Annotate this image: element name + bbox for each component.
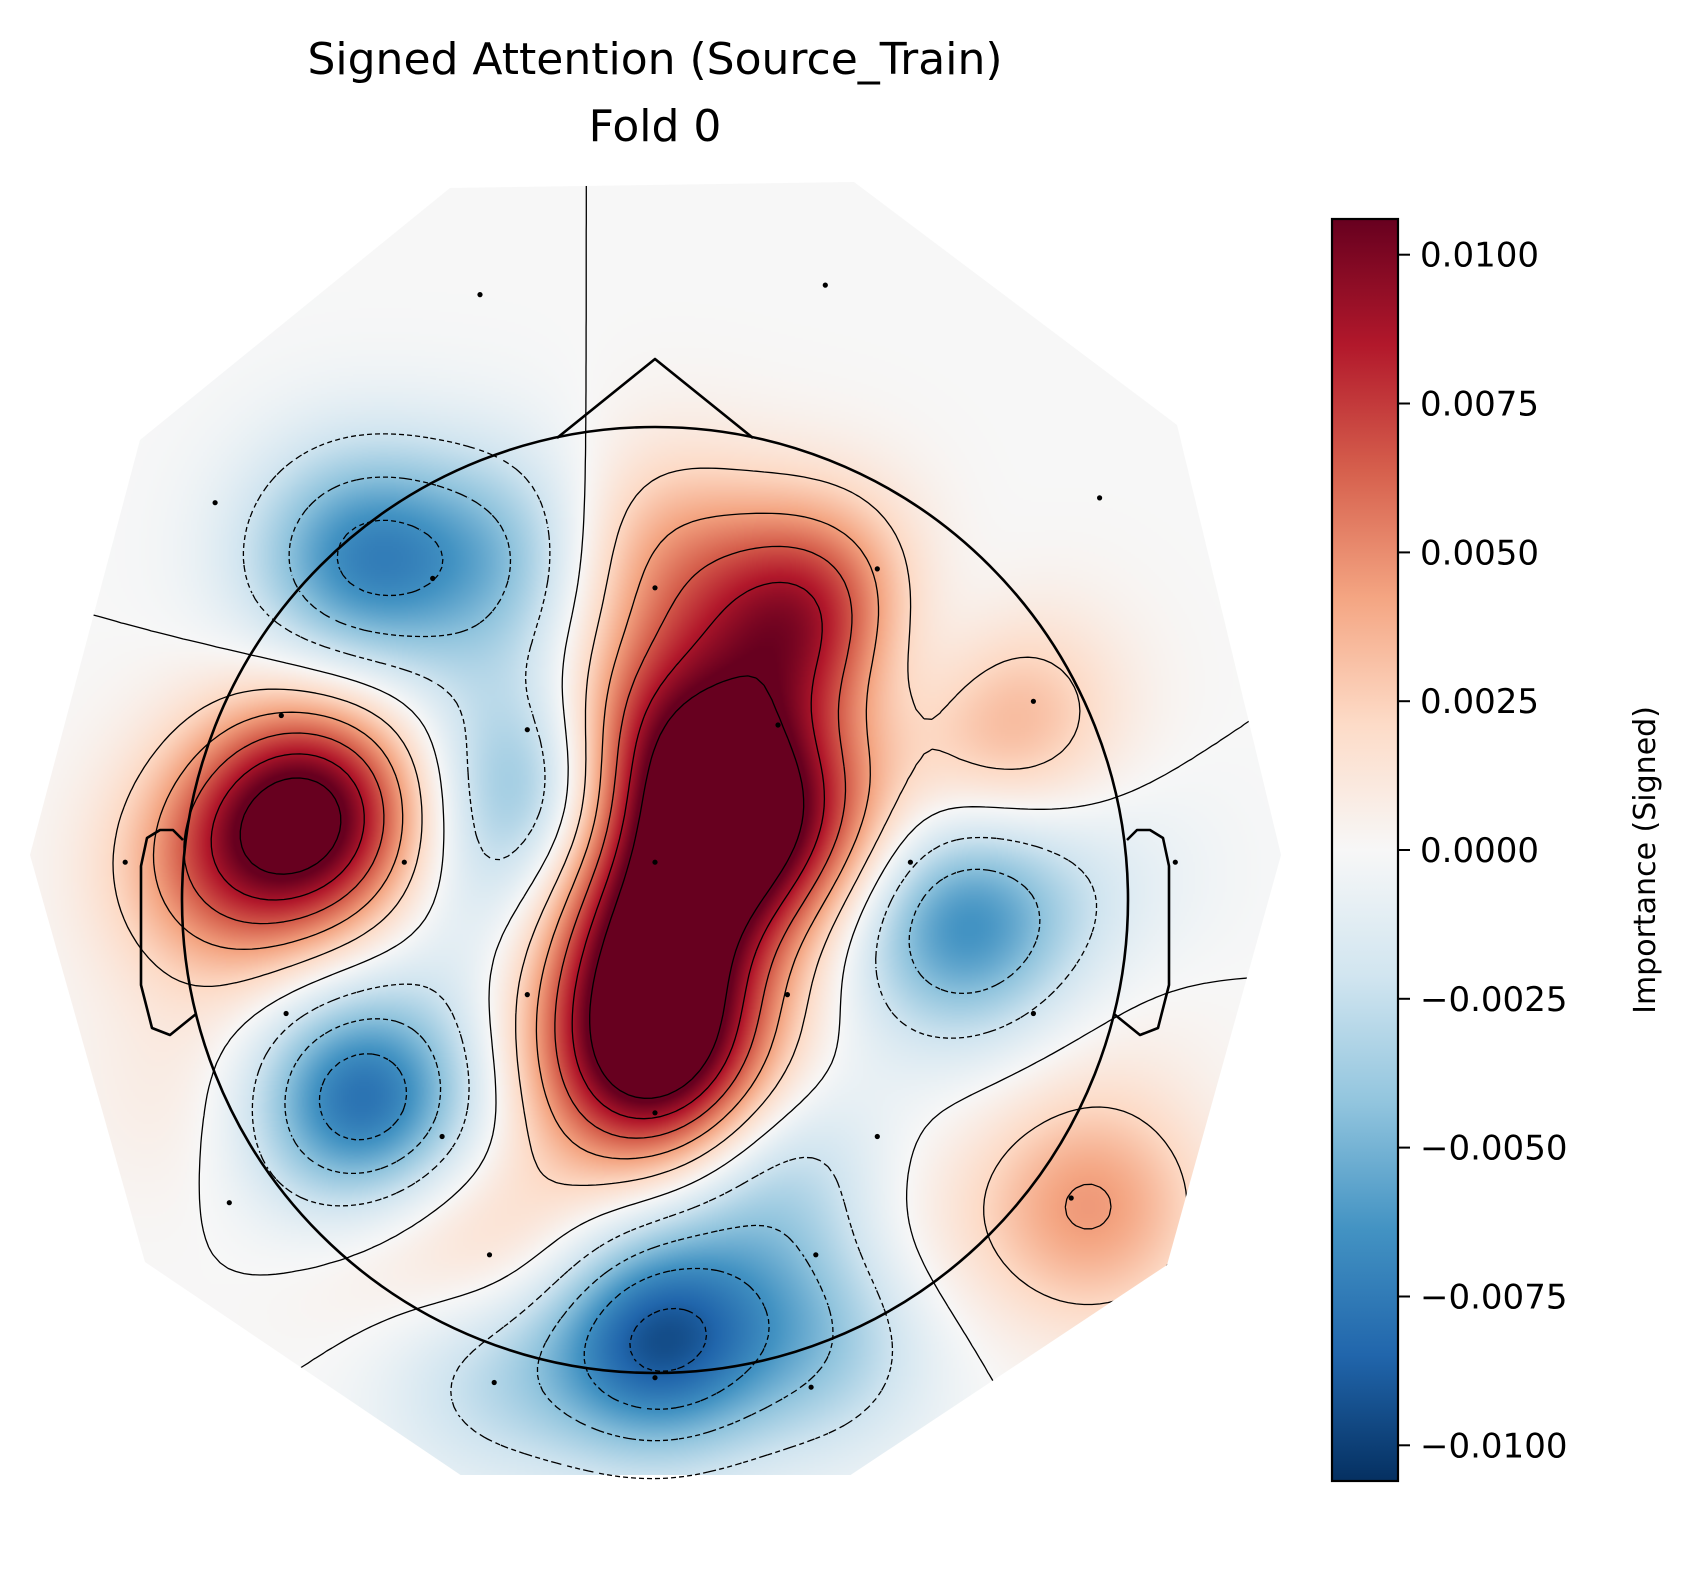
sensor-marker xyxy=(524,727,530,733)
sensor-marker xyxy=(784,992,791,998)
colorbar-tick-label: 0.0075 xyxy=(1420,385,1539,425)
sensor-marker xyxy=(439,1133,445,1140)
topomap xyxy=(30,182,1281,1480)
sensor-marker xyxy=(1030,1010,1036,1017)
chart-subtitle: Fold 0 xyxy=(589,101,722,152)
contour-line xyxy=(242,433,1098,1480)
right-ear-outline xyxy=(1113,828,1171,1037)
contour-line xyxy=(629,1307,708,1372)
sensor-marker xyxy=(874,1133,880,1140)
left-ear-outline xyxy=(139,828,197,1037)
heatmap-surface xyxy=(30,182,1281,1475)
sensor-marker xyxy=(226,1200,232,1206)
colorbar: 0.0100 0.0075 0.0050 0.0025 0.0000 −0.0025 −0.… xyxy=(1330,217,1663,1483)
colorbar-label: Importance (Signed) xyxy=(1628,706,1663,1014)
nose-outline xyxy=(556,357,754,440)
contour-line xyxy=(152,512,1112,1230)
sensor-marker xyxy=(524,992,530,998)
colorbar-tick-label: 0.0025 xyxy=(1420,682,1539,722)
sensor-marker xyxy=(652,1375,658,1381)
contour-line xyxy=(318,519,770,1410)
sensor-markers xyxy=(122,282,1178,1390)
sensor-marker xyxy=(486,1252,493,1258)
sensor-marker xyxy=(401,859,407,865)
colorbar-tick-label: 0.0100 xyxy=(1420,236,1539,276)
sensor-marker xyxy=(1068,1195,1074,1201)
sensor-marker xyxy=(1097,495,1103,501)
colorbar-tick-label: −0.0050 xyxy=(1420,1129,1567,1169)
contour-lines xyxy=(30,182,1281,1480)
contour-line xyxy=(284,476,1041,1442)
sensor-marker xyxy=(652,1110,658,1116)
sensor-marker xyxy=(813,1252,819,1258)
chart-title: Signed Attention (Source_Train) xyxy=(307,34,1002,85)
contour-line xyxy=(210,581,826,1120)
sensor-marker xyxy=(430,575,436,582)
contour-line xyxy=(239,675,805,1099)
colorbar-gradient xyxy=(1330,217,1400,1483)
sensor-marker xyxy=(122,859,128,865)
colorbar-ticks: 0.0100 0.0075 0.0050 0.0025 0.0000 −0.0025 −0.… xyxy=(1398,236,1567,1466)
sensor-marker xyxy=(652,585,658,591)
sensor-marker xyxy=(808,1384,814,1390)
sensor-marker xyxy=(283,1010,289,1017)
contour-line xyxy=(112,467,1188,1306)
contour-line xyxy=(30,182,1281,1480)
sensor-marker xyxy=(1172,859,1178,865)
sensor-marker xyxy=(652,859,658,865)
colorbar-tick-label: 0.0050 xyxy=(1420,533,1539,573)
colorbar-tick-label: −0.0075 xyxy=(1420,1278,1567,1318)
sensor-marker xyxy=(491,1379,497,1386)
sensor-marker xyxy=(1030,698,1036,704)
colorbar-tick-label: 0.0000 xyxy=(1420,831,1539,871)
sensor-marker xyxy=(278,712,284,719)
head-outline xyxy=(139,357,1171,1375)
head-circle xyxy=(180,425,1130,1375)
sensor-marker xyxy=(775,722,781,728)
colorbar-tick-label: −0.0100 xyxy=(1420,1426,1567,1466)
colorbar-tick-label: −0.0025 xyxy=(1420,980,1567,1020)
sensor-marker xyxy=(907,859,914,865)
sensor-marker xyxy=(874,566,880,572)
sensor-marker xyxy=(212,500,218,506)
sensor-marker xyxy=(477,292,483,298)
contour-line xyxy=(183,545,853,1139)
sensor-marker xyxy=(822,282,828,288)
